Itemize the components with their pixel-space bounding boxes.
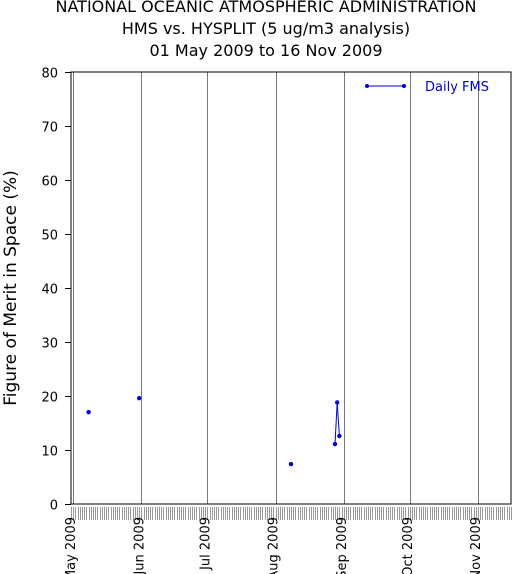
legend-swatch-point-end <box>402 84 406 88</box>
x-tick-label: Jul 2009 <box>198 517 213 571</box>
y-tick-label: 10 <box>41 445 58 460</box>
y-axis-label: Figure of Merit in Space (%) <box>1 170 21 406</box>
data-point <box>86 410 91 415</box>
x-tick-label: Aug 2009 <box>267 517 282 574</box>
series-segment <box>336 402 340 436</box>
y-tick-label: 40 <box>41 283 58 298</box>
legend-swatch-point-start <box>365 84 369 88</box>
legend-label: Daily FMS <box>425 80 489 95</box>
y-tick-label: 20 <box>41 391 58 406</box>
x-tick-label: Nov 2009 <box>469 517 484 574</box>
data-point <box>332 441 338 447</box>
y-tick-label: 60 <box>41 175 58 190</box>
chart-date-range: 01 May 2009 to 16 Nov 2009 <box>149 41 383 60</box>
chart-title: NATIONAL OCEANIC ATMOSPHERIC ADMINISTRAT… <box>55 0 477 16</box>
x-tick-label: May 2009 <box>64 517 79 574</box>
x-tick-label: Jun 2009 <box>132 517 147 574</box>
y-tick-label: 50 <box>41 229 58 244</box>
data-point <box>288 461 294 467</box>
y-tick-label: 80 <box>41 67 58 82</box>
y-tick-label: 30 <box>41 337 58 352</box>
y-tick-label: 0 <box>50 499 58 514</box>
data-point <box>337 433 342 439</box>
chart-subtitle: HMS vs. HYSPLIT (5 ug/m3 analysis) <box>121 19 411 38</box>
data-point <box>137 395 142 401</box>
y-tick-label: 70 <box>41 121 58 136</box>
x-tick-label: Oct 2009 <box>401 517 416 574</box>
plot-frame <box>70 71 512 505</box>
series-segment <box>334 402 338 445</box>
data-point <box>335 400 340 405</box>
x-tick-label: Sep 2009 <box>335 517 350 574</box>
